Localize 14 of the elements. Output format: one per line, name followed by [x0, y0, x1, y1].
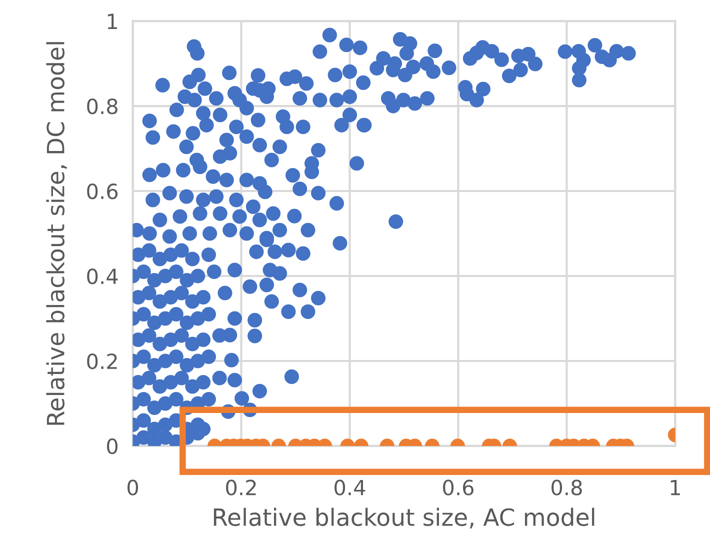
x-tick-label: 0.6: [443, 480, 474, 496]
y-tick-label: 1: [108, 14, 117, 29]
x-tick-label: 0.8: [552, 480, 582, 496]
y-tick-label: 0: [107, 438, 118, 454]
x-tick-label: 0: [128, 480, 138, 496]
y-tick-label: 0.8: [87, 98, 118, 114]
y-axis-title: Relative blackout size, DC model: [46, 42, 67, 425]
y-tick-label: 0.2: [87, 353, 117, 370]
x-tick-label: 0.4: [334, 480, 366, 496]
y-tick-label: 0.4: [87, 268, 118, 284]
x-tick-label: 0.2: [226, 480, 256, 496]
y-tick-label: 0.6: [87, 183, 118, 200]
x-tick-label: 1: [670, 480, 680, 496]
x-axis-title: Relative blackout size, AC model: [214, 508, 594, 528]
